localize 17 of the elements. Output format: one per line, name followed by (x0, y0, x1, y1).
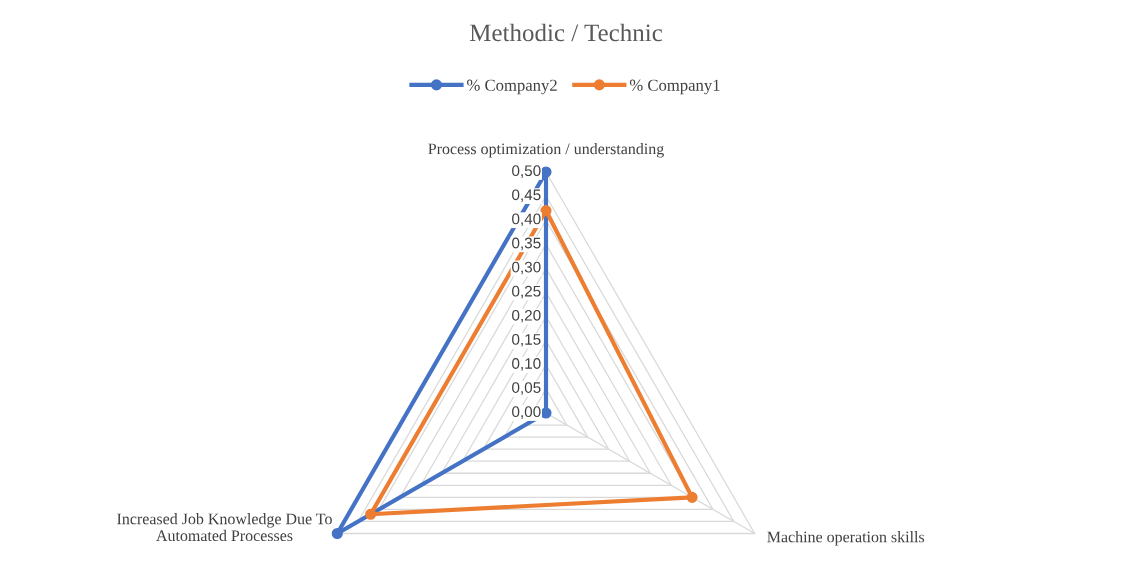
y-tick-label: 0,00 (512, 406, 541, 419)
y-tick-label: 0,20 (512, 309, 541, 323)
spoke-label: Machine operation skills (767, 531, 925, 546)
spoke-label: Increased Job Knowledge Due To Automated Processes (117, 513, 332, 542)
y-tick-label: 0,10 (512, 358, 541, 371)
y-tick-label: 0,35 (512, 237, 541, 251)
spoke-label: Process optimization / understanding (428, 143, 664, 158)
y-tick-label: 0,50 (512, 165, 541, 178)
y-tick-label: 0,25 (512, 285, 541, 299)
y-tick-label: 0,15 (512, 333, 541, 347)
chart-title: Methodic / Technic (469, 23, 663, 42)
legend-label: % Company1 (629, 79, 720, 95)
y-tick-label: 0,30 (512, 261, 541, 275)
y-tick-label: 0,45 (512, 189, 541, 203)
y-tick-label: 0,40 (512, 213, 541, 227)
legend-label: % Company2 (467, 79, 557, 95)
y-tick-label: 0,05 (512, 382, 541, 395)
